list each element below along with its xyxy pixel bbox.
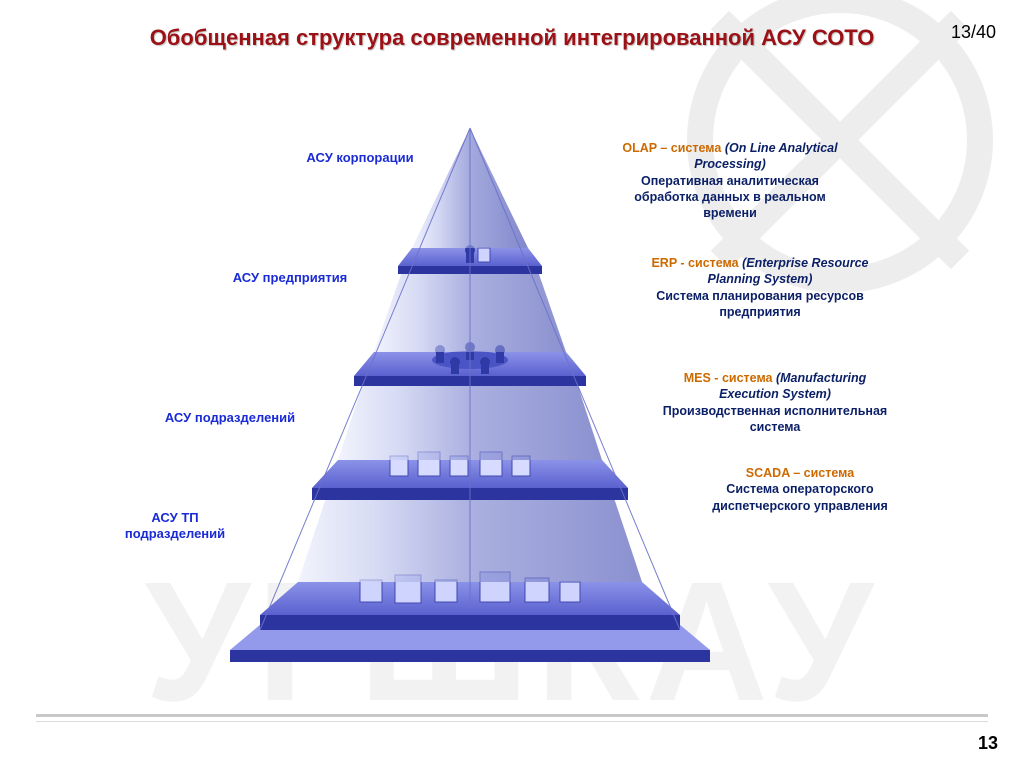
slide-title: Обобщенная структура современной интегри… [150, 24, 875, 52]
left-label-tp: АСУ ТП подразделений [100, 510, 250, 543]
right-desc-scada: SCADA – система Система операторского ди… [680, 465, 920, 514]
scada-body: Система операторского диспетчерского упр… [712, 482, 888, 512]
erp-body: Система планирования ресурсов предприяти… [656, 289, 864, 319]
mes-heading: MES - система [684, 371, 773, 385]
erp-heading: ERP - система [651, 256, 738, 270]
left-label-division: АСУ подразделений [150, 410, 310, 426]
right-desc-olap: OLAP – система (On Line Analytical Proce… [610, 140, 850, 221]
right-desc-mes: MES - система (Manufacturing Execution S… [655, 370, 895, 435]
left-label-enterprise: АСУ предприятия [210, 270, 370, 286]
scada-heading: SCADA – система [680, 465, 920, 481]
right-desc-erp: ERP - система (Enterprise Resource Plann… [640, 255, 880, 320]
diagram-stage: АСУ корпорации АСУ предприятия АСУ подра… [90, 120, 950, 680]
mes-body: Производственная исполнительная система [663, 404, 887, 434]
olap-body: Оперативная аналитическая обработка данн… [634, 174, 825, 221]
footer-rule [36, 714, 988, 722]
olap-heading: OLAP – система [622, 141, 721, 155]
left-label-corp: АСУ корпорации [280, 150, 440, 166]
slide-title-wrap: Обобщенная структура современной интегри… [0, 24, 1024, 52]
page-number: 13 [978, 733, 998, 754]
slide-counter: 13/40 [951, 22, 996, 43]
